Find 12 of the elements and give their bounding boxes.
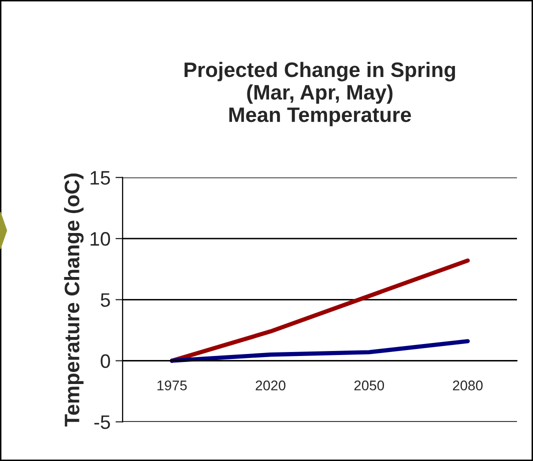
chart-title: Projected Change in Spring (Mar, Apr, May) Mean Temperature xyxy=(184,62,456,126)
y-tick-label: -5 xyxy=(94,415,110,430)
line-series xyxy=(170,339,470,363)
x-tick-label: 1975 xyxy=(158,380,187,390)
y-tick-label: 15 xyxy=(90,171,110,185)
y-tick-label: 5 xyxy=(100,293,110,307)
y-tick-label: 0 xyxy=(100,354,110,368)
y-tick-label: 10 xyxy=(90,232,110,246)
x-tick-label: 2080 xyxy=(452,380,483,390)
x-tick-label: 2050 xyxy=(354,380,384,390)
x-tick-label: 2020 xyxy=(256,380,286,390)
y-axis-title: Temperature Change (oC) xyxy=(64,174,84,427)
